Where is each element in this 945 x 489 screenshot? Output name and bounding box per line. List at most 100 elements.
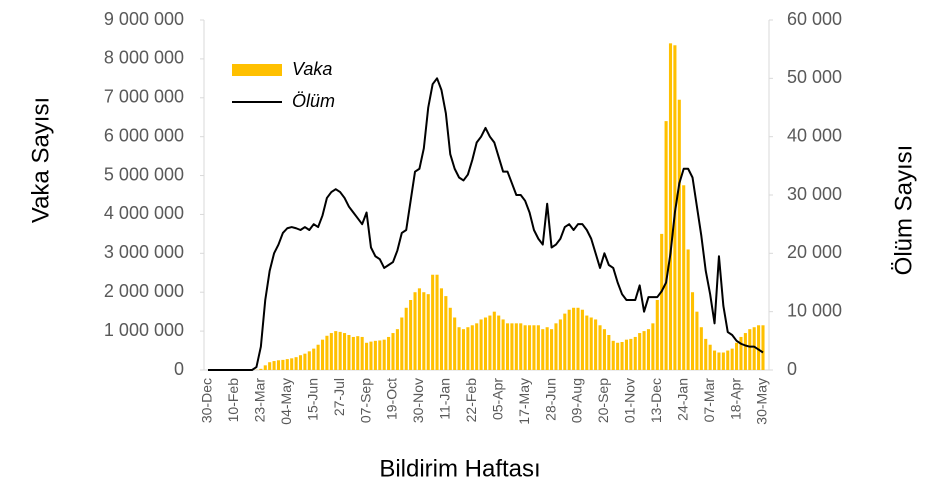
bar [382,339,386,370]
legend-label: Vaka [292,59,332,79]
bar [263,365,267,370]
bar [545,327,549,370]
x-tick-label: 09-Aug [569,378,585,423]
y2-tick-label: 50 000 [787,67,842,87]
x-tick-label: 15-Jun [304,378,320,421]
bar [439,288,443,370]
bar [404,307,408,370]
bar [298,355,303,370]
y-tick-label: 3 000 000 [104,242,184,262]
bar [550,329,554,370]
bar [690,292,695,370]
x-tick-label: 30-Nov [410,378,426,423]
bar [312,348,316,370]
bar [730,348,734,370]
bar [356,336,360,370]
bar [479,319,483,370]
bar [417,288,421,370]
bar [598,325,602,370]
bar [607,335,611,370]
bar [558,319,562,370]
x-tick-label: 30-May [754,378,770,425]
bar [735,342,739,370]
x-tick-label: 07-Mar [701,378,717,423]
bar [682,185,686,370]
bar [519,323,523,370]
bar [721,352,725,370]
bar [294,357,298,370]
bar [576,307,580,370]
bar [285,359,289,370]
x-tick-label: 01-Nov [622,378,638,423]
y2-tick-label: 30 000 [787,184,842,204]
y2-tick-label: 0 [787,359,797,379]
x-tick-label: 17-May [516,378,532,425]
bar [717,352,721,370]
bar [686,249,690,370]
bar [488,315,492,370]
y-tick-label: 7 000 000 [104,87,184,107]
bar [713,350,717,370]
bar [409,300,413,370]
bar [426,294,430,370]
bar [369,341,373,370]
bar [395,329,399,370]
y-tick-label: 9 000 000 [104,9,184,29]
bar [624,339,628,370]
legend-swatch [232,64,282,76]
bar [391,333,395,370]
bar [510,323,514,370]
bar [752,327,756,370]
x-axis-title: Bildirim Haftası [379,455,540,482]
bar [453,317,457,370]
x-tick-label: 18-Apr [727,378,743,420]
bar [497,315,501,370]
bar [347,335,351,370]
bar [316,344,320,370]
bar [422,292,426,370]
x-tick-label: 19-Oct [384,378,400,420]
bar [413,292,417,370]
bar [431,274,435,370]
bar [594,319,598,370]
bar [365,342,369,370]
bar [461,329,466,370]
x-tick-label: 07-Sep [357,378,373,423]
y-tick-label: 4 000 000 [104,203,184,223]
x-tick-label: 11-Jan [437,378,453,420]
bar [699,327,703,370]
x-tick-label: 30-Dec [199,378,215,423]
x-tick-label: 23-Mar [252,378,268,423]
bar [580,309,584,370]
x-tick-label: 28-Jun [542,378,558,421]
bar [351,336,355,370]
bar [541,329,545,370]
bar [387,336,391,370]
bar [616,342,620,370]
bar [272,361,276,370]
bar [748,329,752,370]
bar [660,233,664,370]
legend-label: Ölüm [292,91,335,111]
y-tick-label: 8 000 000 [104,48,184,68]
bar [290,358,294,370]
bar [435,274,439,370]
bar [536,325,540,370]
bar [554,323,558,370]
bar [620,342,624,370]
bar [638,333,642,370]
y2-axis-title: Ölüm Sayısı [890,145,917,276]
bar [567,309,571,370]
bar [475,323,479,370]
bar [651,323,655,370]
x-tick-label: 27-Jul [331,378,347,416]
y2-tick-label: 20 000 [787,242,842,262]
bar [532,325,536,370]
bar [505,323,510,370]
bar [585,315,589,370]
bar [470,325,474,370]
bar [400,317,404,370]
line [208,77,764,371]
x-tick-label: 05-Apr [489,378,505,420]
